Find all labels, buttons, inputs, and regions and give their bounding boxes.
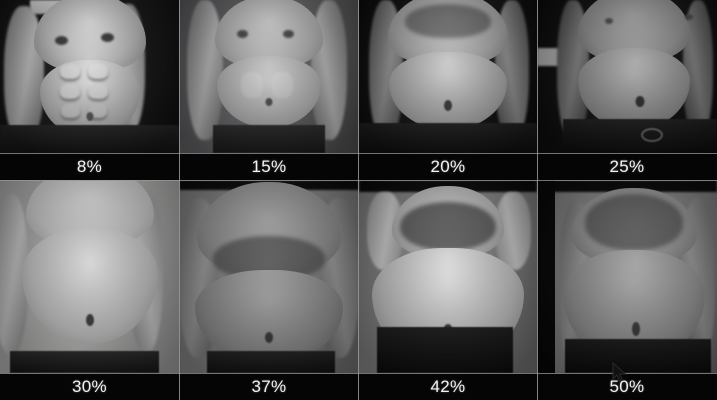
abdomen <box>195 270 343 364</box>
torso-photo-42-percent <box>359 180 537 373</box>
grid-cell-30-percent[interactable]: 30% <box>0 180 179 400</box>
navel <box>86 112 93 121</box>
torso-photo-15-percent <box>179 0 359 153</box>
navel <box>444 100 452 111</box>
chest-hair <box>585 194 684 250</box>
ab-l1 <box>60 64 80 79</box>
row1-label-bottom-rule <box>0 180 717 181</box>
shorts <box>565 339 711 373</box>
column-divider-2 <box>358 0 359 400</box>
navel <box>85 314 94 326</box>
row2-label-top-rule <box>0 373 717 374</box>
chest-hair <box>400 202 496 250</box>
nipple-right <box>101 33 114 42</box>
navel <box>632 322 640 336</box>
nipple-left <box>605 18 613 24</box>
navel <box>635 96 645 107</box>
ab-outline-left <box>241 72 263 98</box>
waistband <box>207 351 335 373</box>
cell-label-8-percent: 8% <box>0 153 179 180</box>
torso-photo-37-percent <box>179 180 359 373</box>
photo-left-black-bar <box>537 180 555 373</box>
jeans <box>213 125 325 153</box>
nipple-left <box>237 30 248 38</box>
navel <box>265 332 273 343</box>
grid-cell-50-percent[interactable]: 50% <box>537 180 717 400</box>
nipple-left <box>55 36 68 45</box>
cell-label-30-percent: 30% <box>0 373 179 400</box>
abdomen <box>389 52 507 130</box>
grid-cell-42-percent[interactable]: 42% <box>359 180 537 400</box>
ab-r1 <box>88 64 108 79</box>
cell-label-20-percent: 20% <box>359 153 537 180</box>
ab-l2 <box>60 84 80 99</box>
torso-photo-8-percent <box>0 0 179 153</box>
cell-label-37-percent: 37% <box>179 373 359 400</box>
ab-outline-right <box>271 72 293 98</box>
shorts <box>359 123 537 153</box>
torso-photo-25-percent <box>537 0 717 153</box>
ab-r2 <box>88 84 108 99</box>
abdomen <box>578 48 691 130</box>
row1-label-top-rule <box>0 153 717 154</box>
shorts <box>0 125 179 153</box>
abdomen <box>217 56 321 128</box>
shorts <box>377 327 513 373</box>
drawstring <box>641 128 663 142</box>
cell-label-15-percent: 15% <box>179 153 359 180</box>
drawstring-shorts <box>563 119 717 153</box>
torso-photo-20-percent <box>359 0 537 153</box>
torso-photo-50-percent <box>537 180 717 373</box>
shorts <box>10 351 159 373</box>
grid-cell-37-percent[interactable]: 37% <box>179 180 359 400</box>
torso-photo-30-percent <box>0 180 179 373</box>
nipple-right <box>685 14 693 20</box>
cell-label-50-percent: 50% <box>537 373 717 400</box>
nipple-right <box>283 30 294 38</box>
cell-label-25-percent: 25% <box>537 153 717 180</box>
column-divider-3 <box>537 0 538 400</box>
column-divider-1 <box>179 0 180 400</box>
photo-top-black-bar <box>537 180 717 192</box>
navel <box>265 98 273 106</box>
ab-l3 <box>61 104 80 118</box>
chest-hair <box>405 4 491 38</box>
left-arm <box>187 0 223 140</box>
cell-label-42-percent: 42% <box>359 373 537 400</box>
